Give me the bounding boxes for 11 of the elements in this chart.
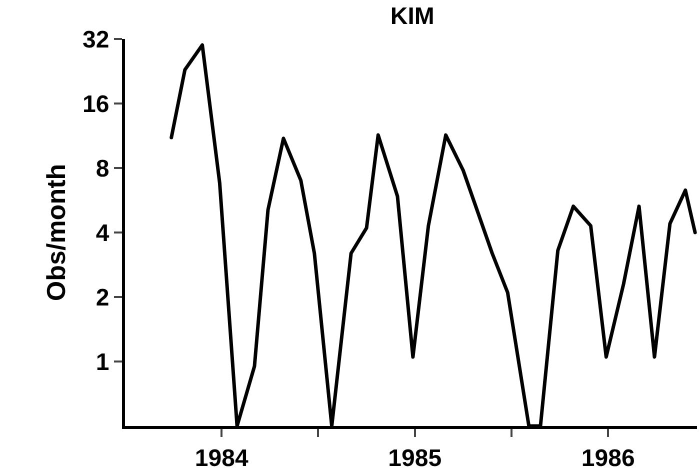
- x-tick-label: 1985: [388, 444, 442, 471]
- y-axis-title: Obs/month: [40, 164, 71, 302]
- y-tick-label: 1: [96, 348, 110, 376]
- x-tick-label: 1986: [581, 444, 635, 471]
- y-tick-label: 4: [96, 220, 110, 247]
- y-tick-label: 2: [96, 284, 110, 312]
- y-tick-label: 32: [82, 26, 110, 54]
- chart-title: KIM: [390, 2, 434, 30]
- y-tick-label: 8: [96, 155, 110, 182]
- y-tick-label: 16: [82, 90, 110, 118]
- x-tick-label: 1984: [194, 444, 249, 471]
